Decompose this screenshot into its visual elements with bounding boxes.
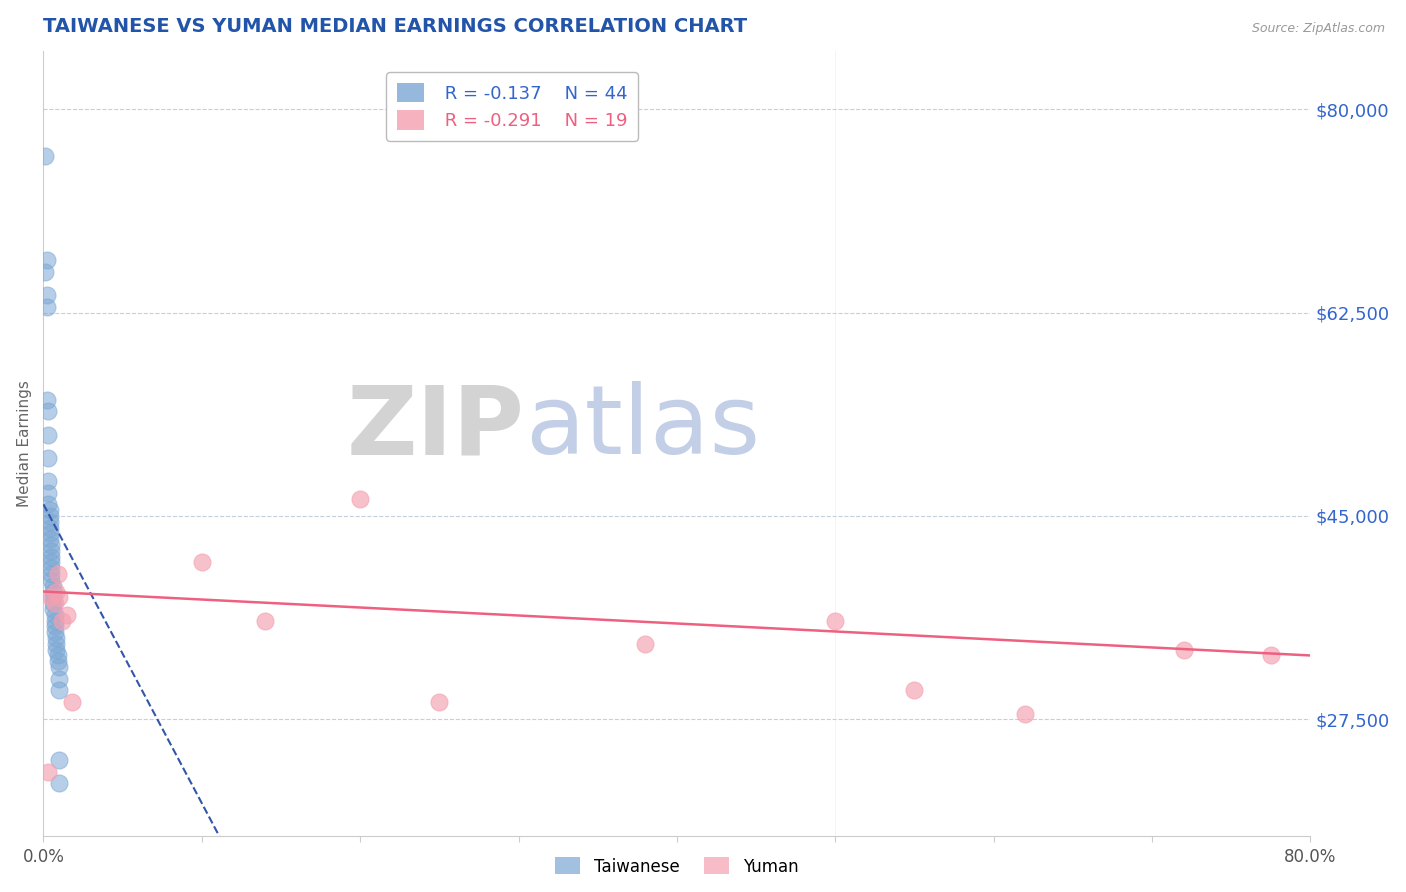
Point [46,567,69,582]
Point [41,549,63,564]
Point [42,596,65,610]
Point [60,695,83,709]
Point [824,614,846,628]
Point [349,491,371,506]
Point [1173,642,1195,657]
Point [41,538,63,552]
Point [41,591,63,605]
Point [35,392,58,407]
Text: TAIWANESE VS YUMAN MEDIAN EARNINGS CORRELATION CHART: TAIWANESE VS YUMAN MEDIAN EARNINGS CORRE… [44,17,748,36]
Point [254,614,277,628]
Point [48,753,70,767]
Point [37,404,59,418]
Point [41,556,63,570]
Point [44,625,66,640]
Point [48,683,70,698]
Legend: Taiwanese, Yuman: Taiwanese, Yuman [548,851,806,882]
Point [42,584,65,599]
Point [45,642,67,657]
Point [46,654,69,668]
Point [44,596,66,610]
Point [42,602,65,616]
Point [48,591,70,605]
Point [38,515,60,529]
Point [38,533,60,547]
Point [903,683,925,698]
Point [56,607,79,622]
Text: ZIP: ZIP [347,381,524,475]
Point [45,637,67,651]
Point [48,776,70,790]
Point [37,764,59,779]
Point [48,672,70,686]
Point [45,631,67,645]
Text: atlas: atlas [524,381,761,475]
Point [41,544,63,558]
Point [34,265,56,279]
Point [37,474,59,488]
Point [38,520,60,534]
Point [634,637,657,651]
Point [41,561,63,575]
Y-axis label: Median Earnings: Median Earnings [17,380,32,507]
Point [1260,648,1282,663]
Point [191,556,214,570]
Text: Source: ZipAtlas.com: Source: ZipAtlas.com [1251,22,1385,36]
Point [1014,706,1036,721]
Point [42,579,65,593]
Point [35,300,58,314]
Point [35,253,58,268]
Point [45,584,67,599]
Point [48,660,70,674]
Point [427,695,450,709]
Point [37,427,59,442]
Point [37,497,59,511]
Point [37,450,59,465]
Point [44,607,66,622]
Point [38,503,60,517]
Point [37,485,59,500]
Point [46,648,69,663]
Point [38,508,60,523]
Point [35,288,58,302]
Point [38,526,60,541]
Point [42,591,65,605]
Point [44,619,66,633]
Point [51,614,73,628]
Point [41,573,63,587]
Point [44,614,66,628]
Point [41,567,63,582]
Point [34,149,56,163]
